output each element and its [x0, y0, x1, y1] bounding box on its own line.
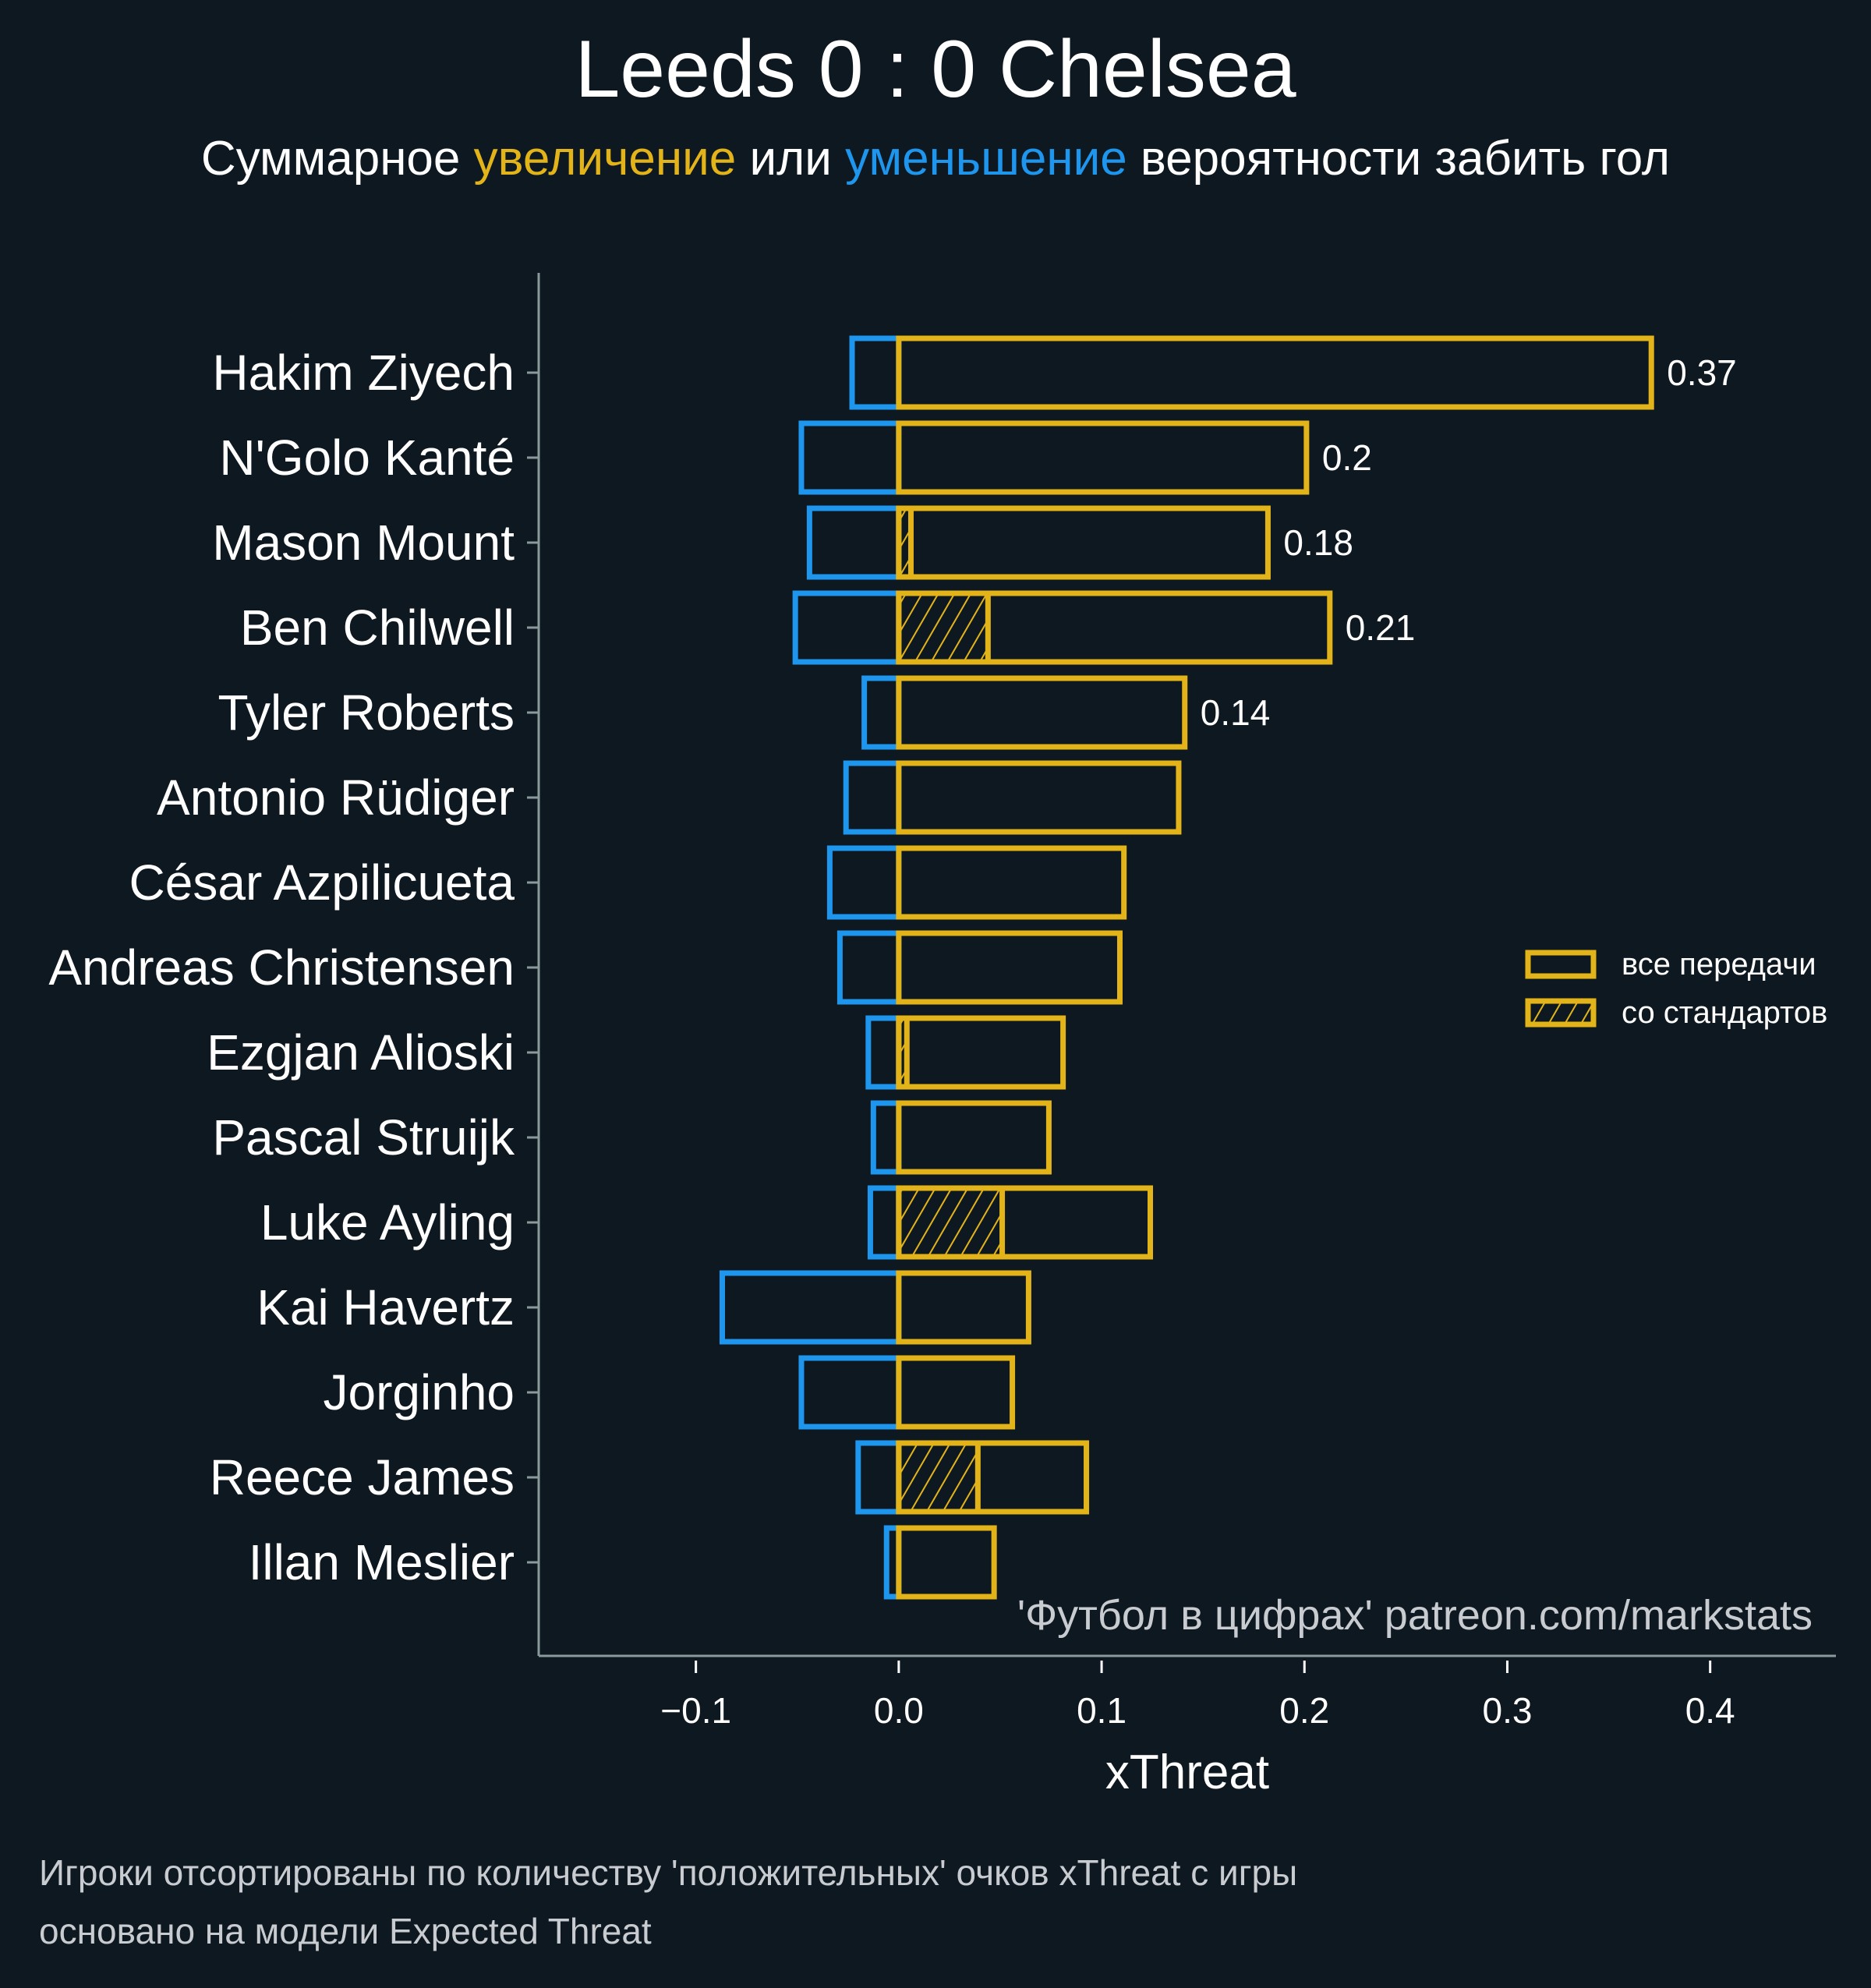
- x-tick-label: 0.4: [1685, 1690, 1735, 1731]
- footer-note: Игроки отсортированы по количеству 'поло…: [39, 1852, 1298, 1893]
- positive-bar: [896, 1525, 997, 1600]
- legend-swatch-hatched: [1525, 998, 1597, 1028]
- bars-group: 0.37 0.2 0.18 0.21 0.14: [719, 335, 1737, 1600]
- x-axis-label: xThreat: [1105, 1746, 1269, 1799]
- legend-label: все передачи: [1622, 947, 1816, 982]
- positive-bar: [896, 335, 1654, 410]
- negative-bar: [861, 675, 902, 750]
- negative-bar: [849, 335, 902, 410]
- subtitle-part: Суммарное: [200, 132, 474, 186]
- legend-label: со стандартов: [1622, 996, 1827, 1030]
- x-tick-label: −0.1: [660, 1690, 731, 1731]
- negative-bar: [798, 420, 902, 495]
- y-tick-label: Antonio Rüdiger: [157, 769, 515, 826]
- chart-title: Leeds 0 : 0 Chelsea: [575, 24, 1296, 115]
- value-label: 0.21: [1346, 607, 1416, 648]
- negative-bar: [798, 1355, 902, 1430]
- legend: все передачи со стандартов: [1525, 947, 1827, 1030]
- y-tick-label: Ezgjan Alioski: [207, 1024, 515, 1081]
- negative-bar: [870, 1100, 902, 1175]
- x-tick-label: 0.0: [874, 1690, 924, 1731]
- watermark: 'Футбол в цифрах' patreon.com/markstats: [1017, 1592, 1813, 1639]
- negative-bar: [855, 1440, 902, 1515]
- negative-bar: [806, 505, 902, 580]
- y-tick-label: Illan Meslier: [249, 1534, 515, 1590]
- footer-note: основано на модели Expected Threat: [39, 1911, 652, 1951]
- negative-bar: [792, 590, 902, 665]
- positive-bar: [896, 1100, 1052, 1175]
- y-tick-label: Ben Chilwell: [240, 600, 515, 656]
- y-tick-label: Andreas Christensen: [48, 939, 515, 996]
- x-tick-label: 0.2: [1279, 1690, 1329, 1731]
- positive-bar: [896, 1440, 1090, 1515]
- axes-group: Hakim Ziyech N'Golo Kanté Mason Mount Ben C…: [48, 273, 1836, 1799]
- y-tick-label: Mason Mount: [212, 515, 515, 571]
- y-tick-label: Tyler Roberts: [218, 684, 515, 741]
- set-piece-bar: [896, 1440, 981, 1515]
- negative-bar: [865, 1015, 902, 1090]
- set-piece-bar: [896, 590, 991, 665]
- negative-bar: [826, 845, 902, 920]
- value-label: 0.14: [1201, 692, 1271, 733]
- x-tick-label: 0.1: [1077, 1690, 1126, 1731]
- y-tick-label: César Azpilicueta: [129, 854, 515, 911]
- positive-bar: [896, 1270, 1031, 1345]
- y-tick-label: Kai Havertz: [256, 1279, 515, 1335]
- y-tick-label: N'Golo Kanté: [219, 430, 515, 486]
- positive-bar: [896, 1185, 1154, 1260]
- x-tick-label: 0.3: [1482, 1690, 1532, 1731]
- positive-bar: [896, 590, 1333, 665]
- positive-bar: [896, 675, 1188, 750]
- value-label: 0.18: [1283, 522, 1353, 563]
- negative-bar: [867, 1185, 902, 1260]
- subtitle-part: или: [736, 132, 846, 186]
- positive-bar: [896, 505, 1271, 580]
- negative-bar: [843, 760, 902, 835]
- y-tick-label: Pascal Struijk: [212, 1109, 515, 1166]
- subtitle-part: вероятности забить гол: [1126, 132, 1671, 186]
- positive-bar: [896, 1015, 1066, 1090]
- y-tick-label: Jorginho: [324, 1364, 515, 1420]
- y-tick-label: Hakim Ziyech: [212, 345, 515, 401]
- positive-bar: [896, 1355, 1016, 1430]
- subtitle-increase-word: увеличение: [473, 132, 737, 186]
- subtitle-decrease-word: уменьшение: [845, 132, 1127, 186]
- positive-bar: [896, 420, 1310, 495]
- positive-bar: [896, 760, 1182, 835]
- positive-bar: [896, 845, 1127, 920]
- negative-bar: [836, 930, 902, 1005]
- y-tick-label: Luke Ayling: [260, 1194, 515, 1250]
- legend-swatch-outline: [1525, 950, 1597, 979]
- negative-bar: [719, 1270, 902, 1345]
- value-label: 0.37: [1667, 352, 1737, 393]
- value-label: 0.2: [1322, 437, 1372, 478]
- set-piece-bar: [896, 1185, 1006, 1260]
- y-tick-label: Reece James: [210, 1449, 515, 1505]
- positive-bar: [896, 930, 1123, 1005]
- chart-subtitle: Суммарное увеличение или уменьшение веро…: [0, 131, 1871, 186]
